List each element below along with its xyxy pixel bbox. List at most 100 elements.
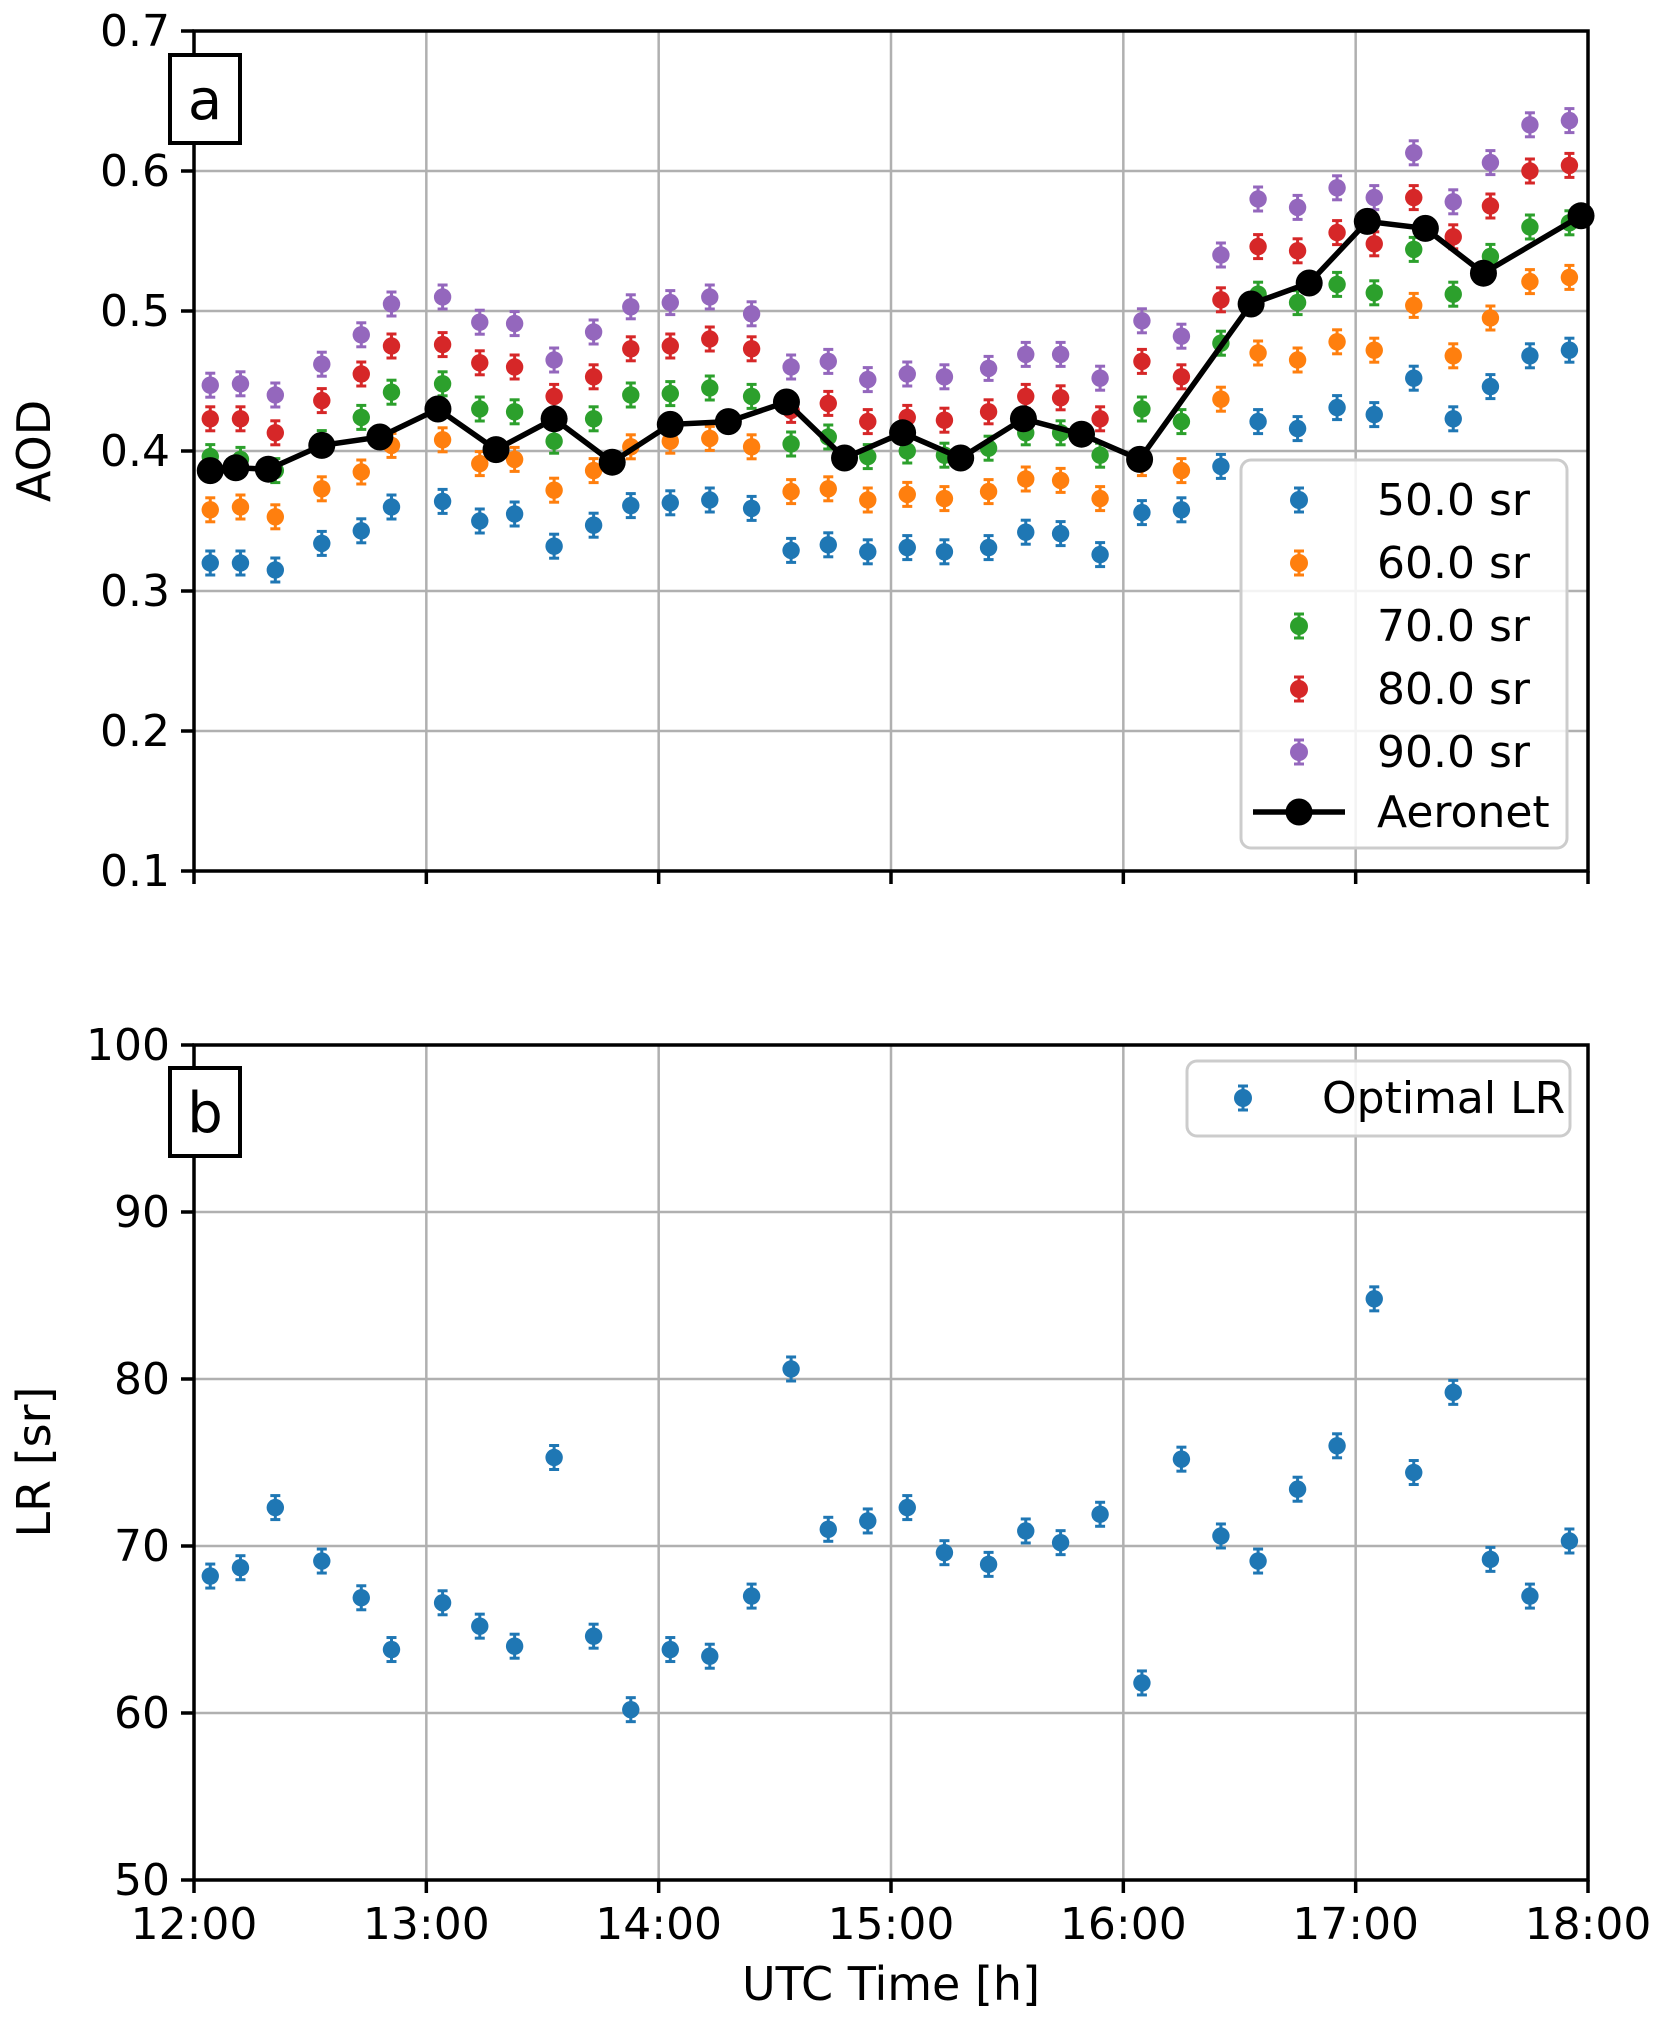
aeronet-point (656, 410, 684, 438)
scatter-point (1172, 327, 1191, 345)
aeronet-point (1411, 214, 1439, 242)
scatter-point (1405, 188, 1423, 207)
scatter-point (898, 442, 916, 460)
scatter-point (979, 482, 998, 501)
scatter-point (352, 1589, 370, 1607)
scatter-point (1091, 446, 1109, 464)
y-tick-label: 100 (86, 1020, 170, 1071)
scatter-point (898, 1498, 916, 1517)
scatter-point (584, 516, 603, 534)
scatter-point (1249, 1552, 1267, 1570)
scatter-point (898, 485, 916, 504)
scatter-point (231, 554, 250, 572)
scatter-point (313, 480, 331, 498)
scatter-point (545, 351, 563, 369)
scatter-point (1521, 218, 1539, 236)
scatter-point (1249, 412, 1267, 431)
scatter-point (1481, 153, 1500, 172)
legend-label: 50.0 sr (1377, 475, 1531, 526)
aeronet-point (1295, 269, 1323, 297)
scatter-point (471, 313, 489, 331)
scatter-point (1444, 193, 1462, 211)
scatter-point (782, 1360, 800, 1378)
legend-marker (1290, 680, 1308, 698)
scatter-point (898, 538, 916, 557)
aeronet-point (598, 448, 626, 476)
scatter-point (819, 1520, 837, 1539)
panel-label: a (188, 68, 222, 133)
scatter-point (1288, 293, 1307, 312)
scatter-point (1328, 333, 1346, 351)
scatter-point (1328, 275, 1346, 294)
scatter-point (313, 391, 331, 410)
panel-a: 0.7 0.6 0.5 0.4 0.3 0.2 0.1 a 50.0 sr 60.0 sr 70.0… (7, 6, 1595, 897)
scatter-point (859, 543, 877, 561)
y-tick-label: 0.4 (100, 426, 170, 477)
x-axis-label: UTC Time [h] (742, 1957, 1040, 2011)
scatter-point (859, 491, 877, 509)
scatter-point (742, 305, 761, 323)
y-tick-label: 0.3 (100, 566, 170, 617)
scatter-point (701, 330, 719, 348)
scatter-point (1051, 345, 1070, 364)
aeronet-point (1567, 202, 1595, 230)
scatter-point (1172, 412, 1191, 431)
scatter-point (1328, 1437, 1346, 1455)
scatter-point (622, 496, 640, 515)
scatter-point (1521, 347, 1539, 365)
scatter-point (701, 429, 719, 448)
aeronet-point (1469, 259, 1497, 287)
scatter-point (819, 536, 837, 554)
scatter-point (1365, 341, 1383, 359)
scatter-point (661, 1640, 679, 1659)
aeronet-point (1237, 290, 1265, 318)
y-tick-label: 90 (114, 1187, 170, 1238)
aeronet-point (947, 444, 975, 472)
scatter-point (979, 359, 998, 378)
legend-marker (1290, 491, 1308, 509)
scatter-point (1212, 457, 1230, 476)
legend-a: 50.0 sr 60.0 sr 70.0 sr 80.0 sr 90.0 sr Aeron… (1239, 458, 1569, 850)
scatter-point (1365, 405, 1383, 424)
scatter-point (1521, 116, 1539, 134)
scatter-point (1172, 1450, 1191, 1468)
y-tick-label: 0.5 (100, 286, 170, 337)
scatter-point (505, 1637, 524, 1655)
x-tick-label: 17:00 (1292, 1899, 1419, 1950)
scatter-point (584, 410, 603, 428)
scatter-point (1091, 410, 1109, 428)
scatter-point (1288, 198, 1307, 217)
scatter-point (701, 379, 719, 397)
scatter-point (1172, 501, 1191, 519)
scatter-point (1212, 246, 1230, 264)
aeronet-point (831, 444, 859, 472)
scatter-point (1328, 179, 1346, 197)
scatter-point (661, 337, 679, 355)
y-tick-label: 70 (114, 1521, 170, 1572)
scatter-point (1133, 1674, 1151, 1692)
legend-label: Aeronet (1377, 787, 1550, 838)
scatter-point (935, 543, 954, 561)
scatter-point (1051, 1533, 1070, 1552)
legend-label: 80.0 sr (1377, 664, 1531, 715)
scatter-point (1212, 1527, 1230, 1545)
scatter-point (1481, 197, 1500, 215)
scatter-point (701, 1647, 719, 1665)
scatter-point (382, 295, 401, 313)
scatter-point (266, 1498, 285, 1517)
scatter-point (352, 365, 370, 383)
scatter-point (1560, 1532, 1579, 1550)
scatter-point (545, 1448, 563, 1467)
scatter-point (1560, 156, 1579, 175)
scatter-point (1091, 369, 1109, 387)
scatter-point (313, 355, 331, 373)
scatter-point (1444, 347, 1462, 365)
scatter-point (1328, 398, 1346, 417)
scatter-point (979, 403, 998, 421)
legend-marker (1290, 617, 1308, 635)
scatter-point (622, 298, 640, 316)
scatter-point (859, 412, 877, 431)
y-tick-label: 0.6 (100, 146, 170, 197)
scatter-point (661, 384, 679, 403)
scatter-point (742, 438, 761, 456)
